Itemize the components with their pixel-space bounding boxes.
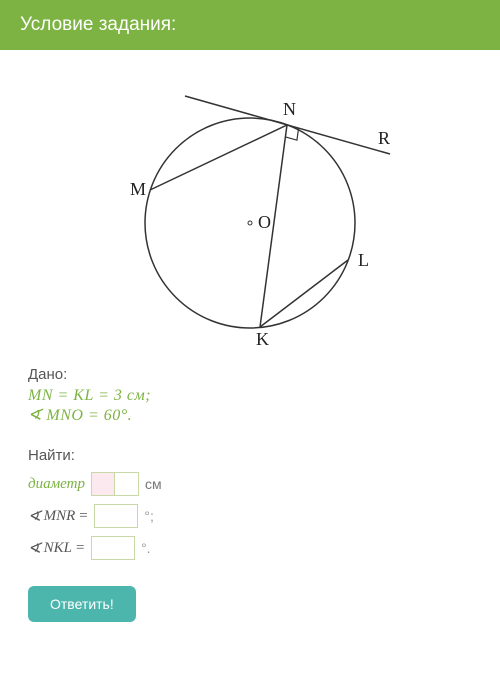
angle-icon: ∢ — [27, 539, 41, 558]
angle-nkl-text: NKL — [44, 540, 72, 557]
task-content: O N K M L R Дано: MN = KL = 3 см; ∢ MNO = 60°… — [0, 50, 500, 640]
diameter-unit: см — [145, 476, 162, 492]
diagram-container: O N K M L R — [28, 68, 472, 358]
angle-mnr-unit: °; — [144, 508, 154, 524]
task-page: Условие задания: O N K M L R Дано: MN = KL = … — [0, 0, 500, 679]
given-label: Дано: — [28, 366, 472, 383]
angle-nkl-unit: °. — [141, 540, 151, 556]
svg-text:N: N — [283, 99, 296, 119]
given-line-1: MN = KL = 3 см; — [28, 387, 472, 405]
answer-row-angle-mnr: ∢ MNR = °; — [28, 504, 472, 528]
svg-text:M: M — [130, 179, 146, 199]
find-label: Найти: — [28, 447, 472, 464]
diameter-input-b[interactable] — [115, 473, 138, 495]
given-line-2: ∢ MNO = 60°. — [28, 405, 472, 425]
diameter-input-a[interactable] — [92, 473, 115, 495]
answer-row-diameter: диаметр см — [28, 472, 472, 496]
angle-icon: ∢ — [27, 405, 42, 425]
angle-mnr-input[interactable] — [94, 504, 138, 528]
geometry-diagram: O N K M L R — [90, 68, 410, 358]
svg-text:O: O — [258, 212, 271, 232]
diameter-label: диаметр — [28, 476, 85, 493]
diameter-input-group — [91, 472, 139, 496]
task-header: Условие задания: — [0, 0, 500, 50]
submit-button[interactable]: Ответить! — [28, 586, 136, 622]
angle-nkl-label: ∢ NKL = — [28, 539, 85, 558]
svg-text:R: R — [378, 128, 390, 148]
angle-mnr-text: MNR — [44, 508, 76, 525]
given-lines: MN = KL = 3 см; ∢ MNO = 60°. — [28, 387, 472, 425]
header-title: Условие задания: — [20, 14, 176, 35]
svg-text:L: L — [358, 250, 369, 270]
answer-row-angle-nkl: ∢ NKL = °. — [28, 536, 472, 560]
angle-mnr-label: ∢ MNR = — [28, 507, 88, 526]
angle-icon: ∢ — [27, 507, 41, 526]
given-line-2-text: MNO = 60°. — [42, 407, 132, 424]
angle-nkl-input[interactable] — [91, 536, 135, 560]
svg-text:K: K — [256, 329, 269, 349]
